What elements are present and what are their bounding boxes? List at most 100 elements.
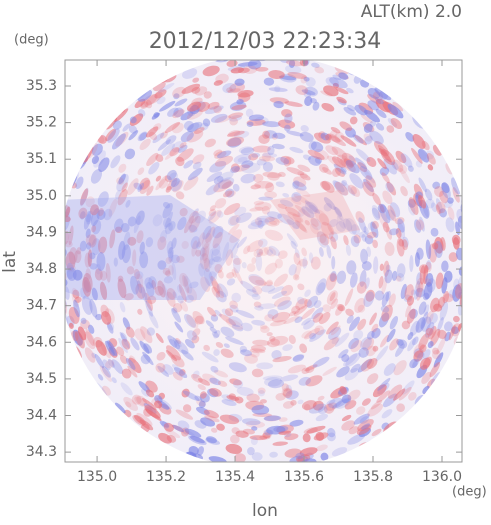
radar-cell — [327, 223, 335, 235]
radar-cell — [330, 298, 339, 310]
radar-cell — [256, 362, 274, 370]
radar-cell — [165, 257, 172, 265]
radar-cell — [162, 364, 174, 375]
radar-cell — [202, 65, 220, 77]
radar-cell — [448, 324, 456, 341]
radar-cell — [144, 405, 161, 419]
radar-cell — [279, 374, 299, 382]
radar-cell — [394, 217, 405, 225]
radar-cell — [192, 311, 205, 325]
radar-cell — [323, 203, 332, 212]
radar-cell — [137, 308, 143, 315]
radar-cell — [354, 104, 368, 116]
radar-cell — [146, 152, 159, 167]
radar-cell — [80, 319, 90, 330]
radar-cell — [283, 315, 300, 325]
radar-cell — [229, 215, 241, 226]
x-tick-label: 135.6 — [284, 469, 324, 485]
radar-cell — [359, 166, 373, 180]
radar-cell — [84, 347, 96, 363]
radar-cell — [350, 363, 361, 373]
radar-cell — [226, 130, 245, 137]
radar-cell — [164, 211, 173, 230]
radar-cell — [325, 76, 339, 87]
radar-cell — [299, 173, 311, 181]
radar-cell — [151, 112, 161, 120]
radar-cell — [255, 253, 263, 272]
radar-cell — [72, 289, 80, 299]
radar-cell — [155, 333, 164, 344]
radar-cell — [425, 150, 435, 160]
radar-cell — [294, 316, 303, 323]
radar-cell — [192, 77, 200, 83]
radar-cell — [253, 301, 262, 308]
radar-cell — [377, 158, 387, 170]
radar-cell — [303, 319, 315, 330]
radar-cell — [294, 204, 311, 218]
radar-cell — [390, 117, 403, 130]
radar-cell — [243, 65, 257, 74]
radar-cell — [127, 216, 137, 227]
radar-cell — [167, 247, 174, 259]
radar-cell — [386, 226, 393, 240]
radar-cell — [94, 353, 105, 369]
radar-cell — [360, 248, 368, 264]
radar-cell — [213, 256, 222, 263]
radar-cell — [80, 188, 89, 206]
radar-cell — [117, 278, 127, 299]
radar-cell — [350, 186, 361, 197]
radar-cell — [262, 161, 273, 172]
radar-cell — [199, 391, 207, 399]
radar-cell — [226, 278, 236, 286]
radar-cell — [171, 424, 190, 435]
radar-cell — [248, 153, 259, 161]
radar-cell — [367, 403, 384, 417]
radar-cell — [404, 284, 414, 301]
radar-cell — [191, 335, 200, 344]
radar-cell — [121, 182, 128, 193]
radar-cell — [203, 91, 212, 99]
radar-cell — [196, 241, 202, 249]
radar-cell — [395, 150, 407, 164]
radar-cell — [95, 263, 102, 275]
radar-cell — [139, 340, 150, 354]
radar-cell — [386, 125, 395, 133]
radar-cell — [378, 147, 392, 163]
radar-cell — [226, 87, 233, 93]
radar-cell — [264, 262, 278, 275]
radar-cell — [375, 122, 385, 131]
radar-cell — [379, 203, 385, 213]
radar-cell — [243, 245, 251, 255]
radar-cell — [220, 326, 235, 338]
radar-cell — [284, 448, 302, 458]
radar-cell — [241, 160, 254, 169]
radar-cell — [415, 287, 425, 298]
radar-cell — [95, 340, 107, 356]
radar-cell — [208, 209, 222, 224]
radar-cell — [457, 322, 462, 333]
radar-cell — [165, 350, 178, 362]
radar-cell — [261, 205, 271, 215]
radar-cell — [177, 148, 194, 162]
radar-cell — [127, 178, 139, 196]
radar-cell — [209, 258, 215, 265]
radar-cell — [138, 381, 151, 393]
radar-cell — [284, 113, 293, 124]
radar-cell — [288, 310, 297, 317]
radar-cell — [316, 231, 327, 244]
radar-cell — [312, 101, 320, 111]
radar-cell — [381, 291, 390, 307]
radar-cell — [381, 275, 388, 295]
radar-cell — [407, 165, 414, 172]
radar-cell — [331, 146, 348, 159]
radar-cell — [232, 183, 240, 192]
radar-cell — [347, 389, 361, 401]
radar-cell — [237, 61, 258, 67]
radar-cell — [223, 343, 230, 348]
plot-frame — [64, 59, 463, 463]
radar-cell — [383, 260, 390, 277]
radar-cell — [158, 432, 172, 444]
radar-cell — [171, 262, 177, 281]
radar-cell — [405, 132, 415, 142]
radar-cell — [179, 300, 189, 312]
